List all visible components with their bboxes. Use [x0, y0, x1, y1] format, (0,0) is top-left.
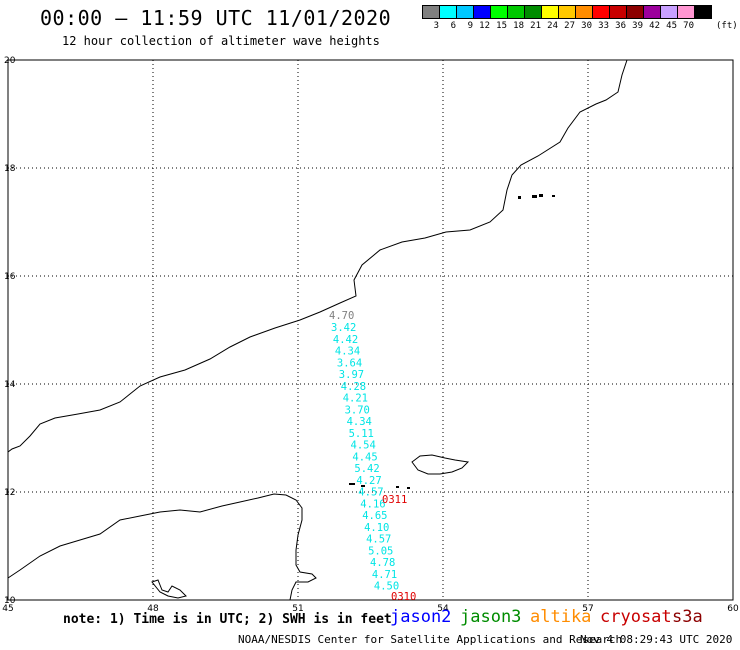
swh-value: 4.16 [360, 498, 385, 510]
lat-label: 16 [4, 272, 16, 282]
swh-value: 4.70 [329, 310, 354, 322]
lon-label: 45 [2, 604, 13, 614]
lon-label: 51 [292, 604, 303, 614]
lat-label: 18 [4, 164, 16, 174]
islands-kuria-muria [518, 194, 555, 199]
swh-value: 4.50 [374, 581, 399, 593]
legend-label: 33 [598, 21, 609, 31]
swh-value: 5.42 [354, 463, 379, 475]
satellite-s3a: s3a [672, 607, 703, 627]
satellite-cryosat: cryosat [600, 607, 672, 627]
longitude-labels: 45 48 51 54 57 60 [2, 604, 739, 614]
swh-value: 4.57 [366, 534, 391, 546]
time-label: 0310 [391, 591, 416, 603]
legend-label: 6 [450, 21, 456, 31]
satellite-altika: altika [530, 607, 592, 627]
legend-label: 9 [467, 21, 473, 31]
swh-value: 4.54 [351, 440, 376, 452]
swh-value: 4.65 [362, 510, 387, 522]
swh-value: 4.27 [356, 475, 381, 487]
legend-label: 3 [433, 21, 439, 31]
legend-swatch-16 [694, 5, 712, 19]
legend-label: 45 [666, 21, 677, 31]
islands-west [151, 579, 187, 599]
swh-value: 4.28 [341, 381, 366, 393]
legend-label: 27 [564, 21, 575, 31]
lon-label: 57 [582, 604, 593, 614]
legend-label: 39 [632, 21, 643, 31]
credit-timestamp: Nov 4 08:29:43 UTC 2020 [580, 633, 733, 646]
lat-label: 20 [4, 56, 16, 66]
islands-abd-al-kuri [349, 483, 410, 489]
time-label: 0311 [382, 494, 407, 506]
latitude-labels: 20 18 16 14 12 10 [4, 56, 16, 606]
swh-value: 5.11 [349, 428, 374, 440]
legend-label: 18 [513, 21, 524, 31]
legend-label: 42 [649, 21, 660, 31]
legend-label: 21 [530, 21, 541, 31]
swh-value: 3.64 [337, 357, 362, 369]
swh-value: 4.71 [372, 569, 397, 581]
credit: NOAA/NESDIS Center for Satellite Applica… [238, 633, 623, 646]
footnote: note: 1) Time is in UTC; 2) SWH is in fe… [63, 612, 392, 627]
swh-value: 4.10 [364, 522, 389, 534]
swh-value: 3.97 [339, 369, 364, 381]
page-subtitle: 12 hour collection of altimeter wave hei… [62, 34, 380, 48]
swh-value: 4.45 [352, 451, 377, 463]
swh-value: 4.21 [343, 393, 368, 405]
time-labels: 0311 0310 [382, 494, 416, 603]
map-grid [8, 60, 733, 600]
lon-label: 60 [727, 604, 739, 614]
swh-value: 4.34 [347, 416, 372, 428]
legend-label: 70 [683, 21, 694, 31]
swh-value: 3.70 [345, 404, 370, 416]
island-socotra [411, 454, 470, 475]
swh-value: 4.57 [358, 487, 383, 499]
swh-value: 4.42 [333, 334, 358, 346]
coastline-somalia [7, 493, 317, 601]
legend-label: 30 [581, 21, 592, 31]
legend-label: 36 [615, 21, 626, 31]
lat-label: 12 [4, 488, 15, 498]
page-title: 00:00 – 11:59 UTC 11/01/2020 [40, 6, 392, 30]
color-legend-labels: 3 6 9 12 15 18 21 24 27 30 33 36 39 42 45 70 [422, 21, 694, 31]
lon-label: 48 [147, 604, 159, 614]
swh-value: 3.42 [331, 322, 356, 334]
swh-value: 4.34 [335, 346, 360, 358]
satellite-jason2: jason2 [390, 607, 452, 627]
swh-value: 4.78 [370, 557, 395, 569]
legend-label: 15 [496, 21, 507, 31]
lat-label: 14 [4, 380, 16, 390]
legend-label: 12 [479, 21, 490, 31]
legend-unit: (ft) [716, 21, 738, 31]
swh-track: 4.703.424.424.343.643.974.284.213.704.34… [329, 310, 399, 593]
lon-label: 54 [437, 604, 449, 614]
satellite-jason3: jason3 [460, 607, 522, 627]
swh-value: 5.05 [368, 545, 393, 557]
legend-label: 24 [547, 21, 558, 31]
lat-label: 10 [4, 596, 16, 606]
color-legend [422, 5, 712, 19]
map-frame [7, 59, 734, 601]
coastline-arabia [7, 59, 628, 453]
